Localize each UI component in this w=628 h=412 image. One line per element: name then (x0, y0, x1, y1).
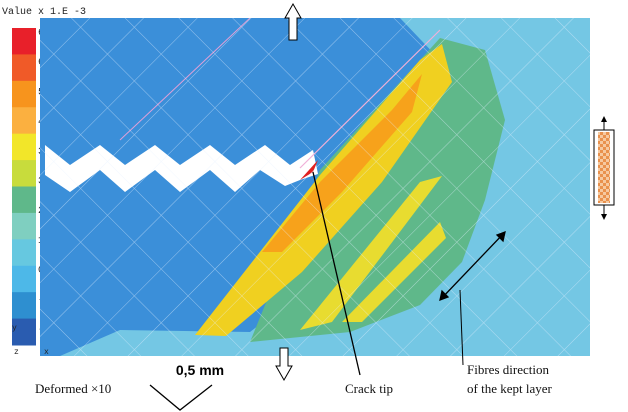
colorbar-segment (12, 160, 36, 187)
colorbar-segment (12, 318, 36, 346)
colorbar-segment (12, 265, 36, 293)
scale-mark (149, 384, 213, 411)
annotation: Fibres direction (467, 362, 549, 377)
annotation: Deformed ×10 (35, 381, 111, 396)
annotation: Crack tip (345, 381, 393, 396)
colorbar-segment (12, 212, 36, 240)
colorbar-segment (12, 186, 36, 214)
colorbar-segment (12, 239, 36, 267)
fibre-arrow (439, 230, 506, 302)
load-arrow-down (275, 347, 293, 382)
legend-title: Value x 1.E -3 (2, 6, 86, 18)
colorbar-segment (12, 54, 36, 82)
axis-label: y (12, 324, 17, 333)
annotation: of the kept layer (467, 381, 552, 396)
colorbar-segment (12, 107, 36, 135)
crack-tip-pointer (312, 171, 361, 376)
contour-plot (40, 18, 590, 356)
colorbar-segment (12, 292, 36, 320)
axis-label: z (14, 348, 19, 357)
fibre-pointer (459, 289, 464, 366)
colorbar-segment (12, 28, 36, 55)
axis-label: x (44, 348, 49, 357)
ply-inset (593, 116, 615, 220)
mesh-grid (40, 18, 590, 356)
colorbar-segment (12, 80, 36, 108)
colorbar-segment (12, 133, 36, 161)
scale-label: 0,5 mm (176, 362, 224, 378)
load-arrow-up (284, 2, 302, 41)
